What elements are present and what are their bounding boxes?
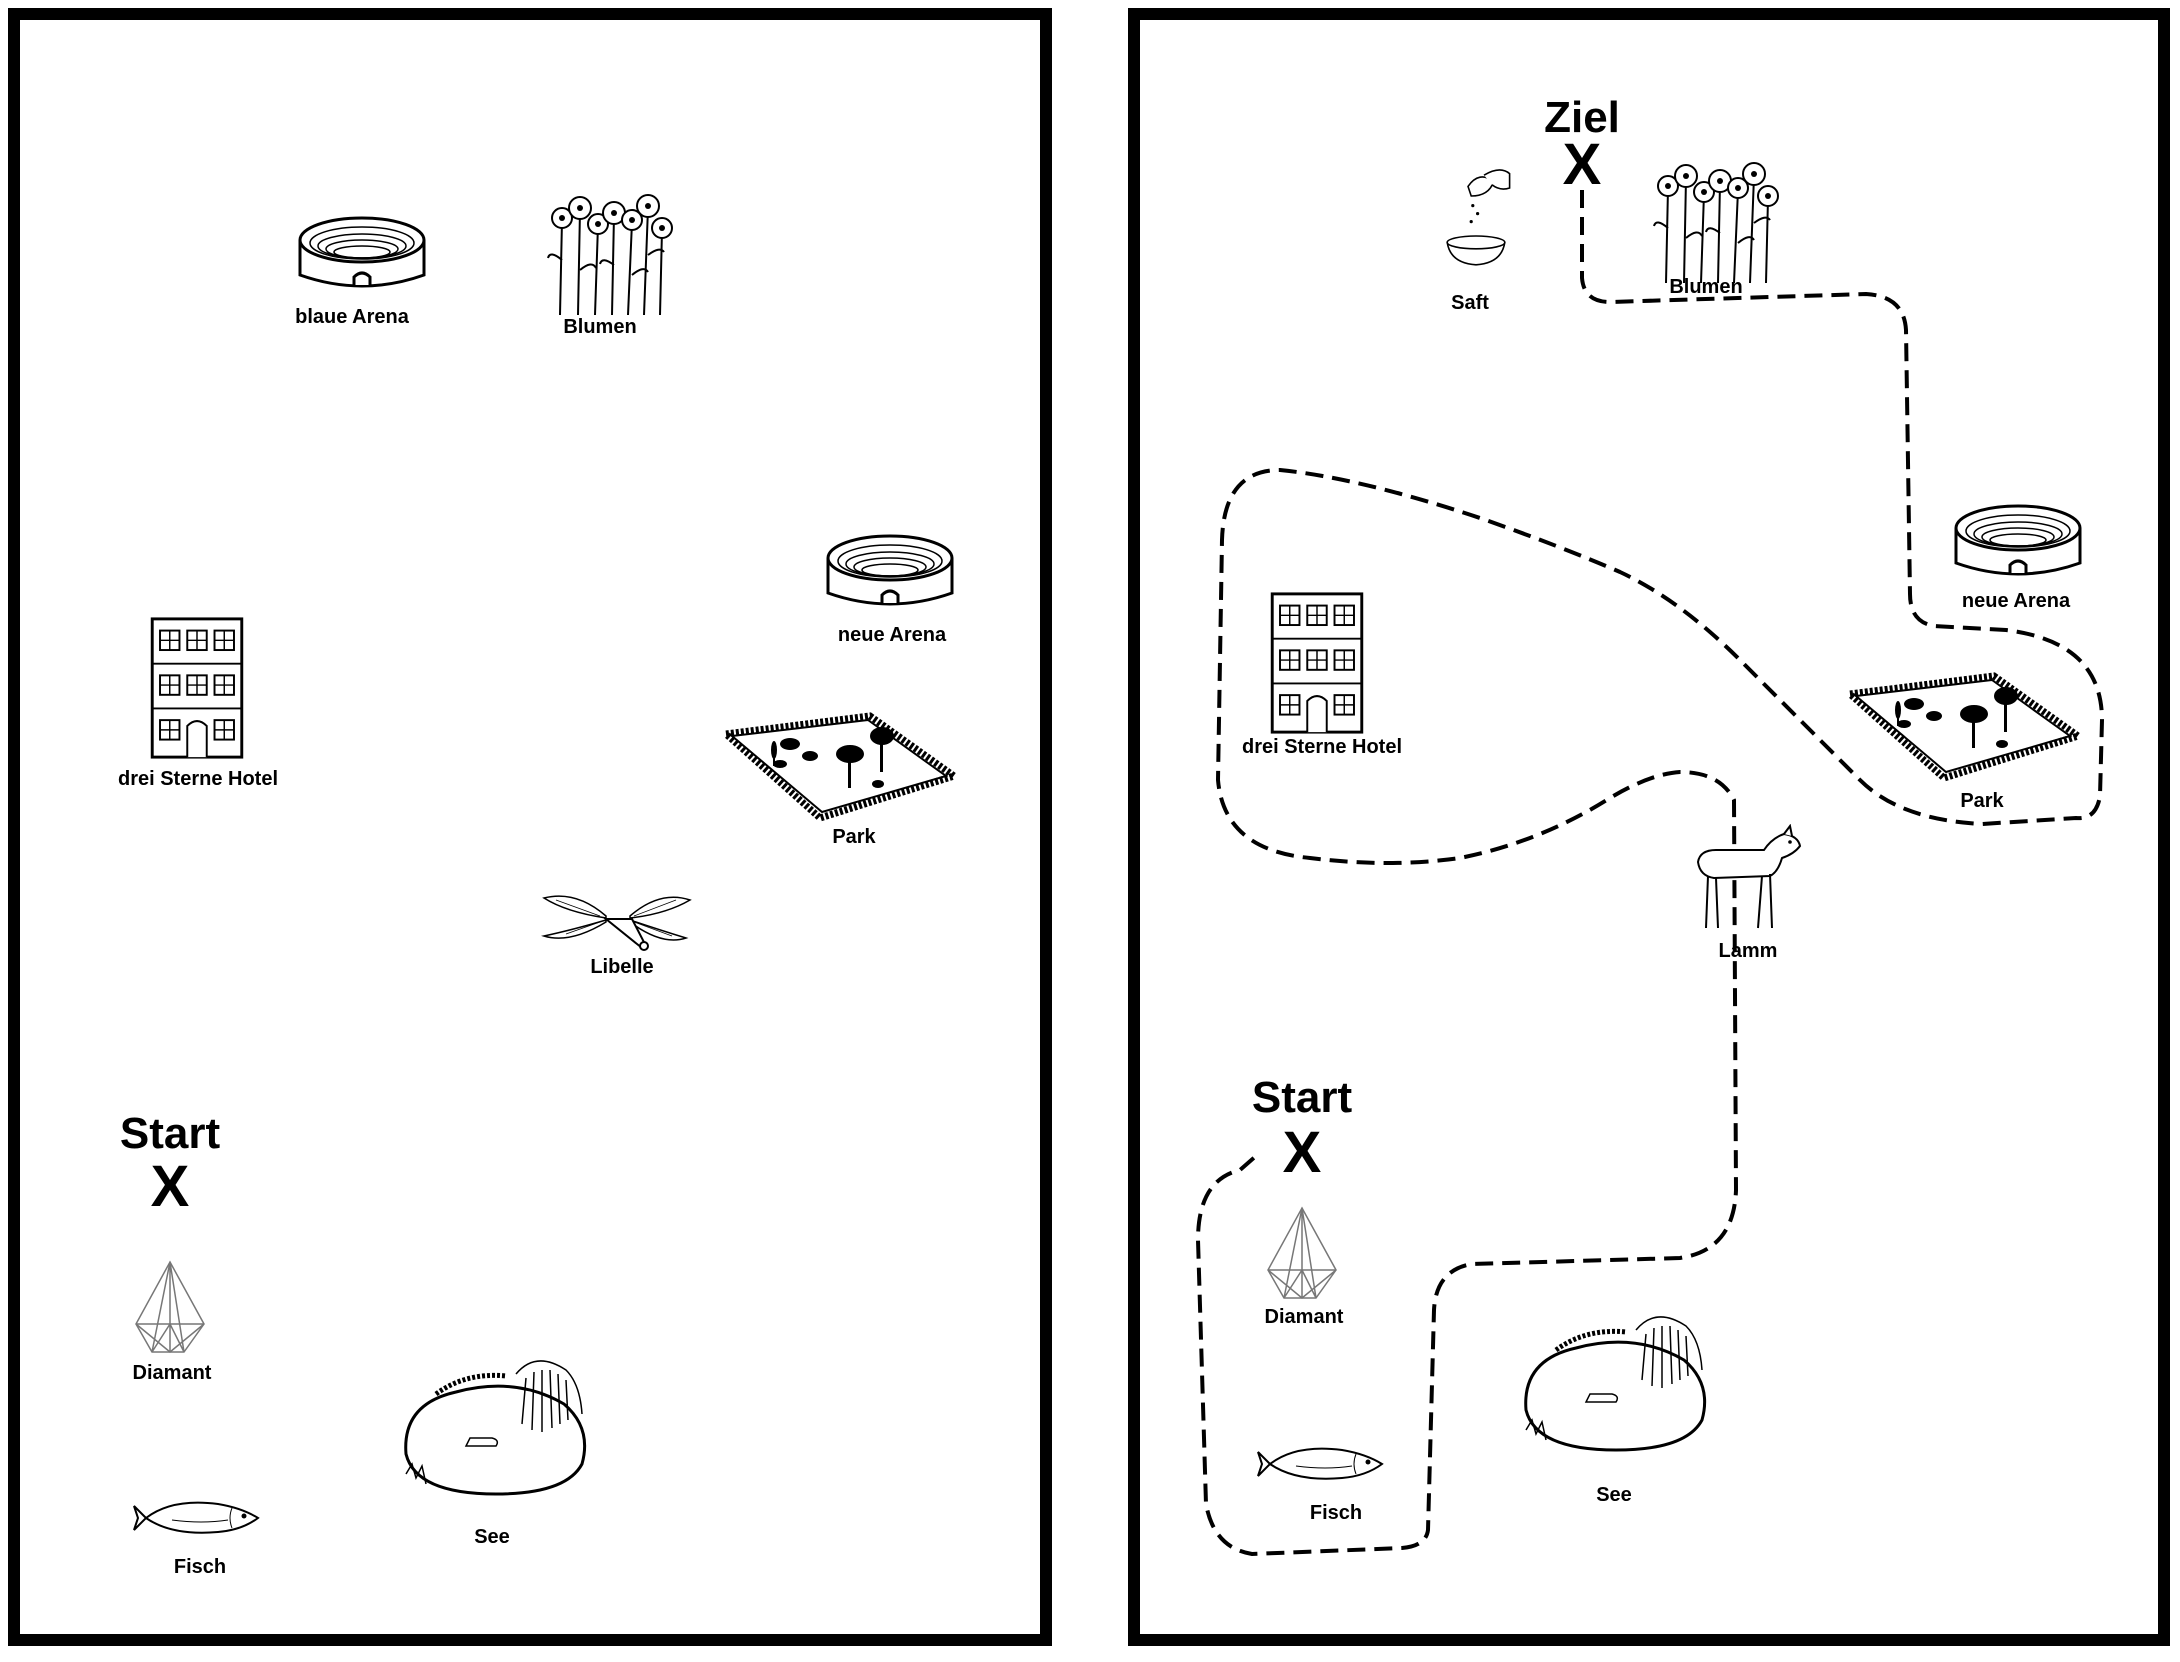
- dragonfly-icon: [536, 886, 696, 956]
- goal-marker: X: [1562, 132, 1602, 197]
- juice-bowl-icon: [1436, 150, 1516, 290]
- label-dragonfly: Libelle: [590, 956, 654, 978]
- label-flowers: Blumen: [563, 316, 637, 338]
- label-flowers: Blumen: [1669, 276, 1743, 298]
- start-marker: X: [150, 1154, 190, 1219]
- start-marker: X: [1282, 1120, 1322, 1185]
- label-fish: Fisch: [173, 1556, 227, 1578]
- lake-icon: [396, 1354, 596, 1504]
- label-new-arena: neue Arena: [1961, 590, 2071, 612]
- label-new-arena: neue Arena: [837, 624, 947, 646]
- label-hotel: drei Sterne Hotel: [1241, 736, 1403, 758]
- label-park: Park: [1960, 790, 2004, 812]
- label-hotel: drei Sterne Hotel: [117, 768, 279, 790]
- arena-icon: [820, 520, 960, 616]
- park-icon: [1844, 666, 2084, 786]
- label-lake: See: [474, 1526, 510, 1548]
- fish-icon: [1256, 1438, 1396, 1488]
- flowers-icon: [1646, 148, 1786, 288]
- start-label: Start: [119, 1109, 221, 1158]
- fish-icon: [132, 1492, 272, 1542]
- lamb-icon: [1686, 824, 1806, 934]
- label-juice: Saft: [1451, 292, 1489, 314]
- flowers-icon: [540, 180, 680, 320]
- label-lamb: Lamm: [1718, 940, 1778, 962]
- diamond-icon: [130, 1258, 210, 1358]
- label-lake: See: [1596, 1484, 1632, 1506]
- label-diamond: Diamant: [132, 1362, 212, 1384]
- arena-icon: [292, 202, 432, 298]
- label-diamond: Diamant: [1264, 1306, 1344, 1328]
- start-label: Start: [1251, 1073, 1353, 1122]
- hotel-icon: [148, 615, 246, 761]
- park-icon: [720, 706, 960, 826]
- goal-label: Ziel: [1544, 93, 1620, 142]
- diamond-icon: [1262, 1204, 1342, 1304]
- hotel-icon: [1268, 590, 1366, 736]
- route-path: [1195, 190, 2105, 1557]
- lake-icon: [1516, 1310, 1716, 1460]
- label-blue-arena: blaue Arena: [295, 306, 409, 328]
- label-park: Park: [832, 826, 876, 848]
- map-panel-right: Ziel X Saft Blumen neue Arena drei Stern…: [1128, 8, 2170, 1646]
- map-panel-left: blaue Arena Blumen neue Arena drei Stern…: [8, 8, 1052, 1646]
- label-fish: Fisch: [1309, 1502, 1363, 1524]
- arena-icon: [1948, 490, 2088, 586]
